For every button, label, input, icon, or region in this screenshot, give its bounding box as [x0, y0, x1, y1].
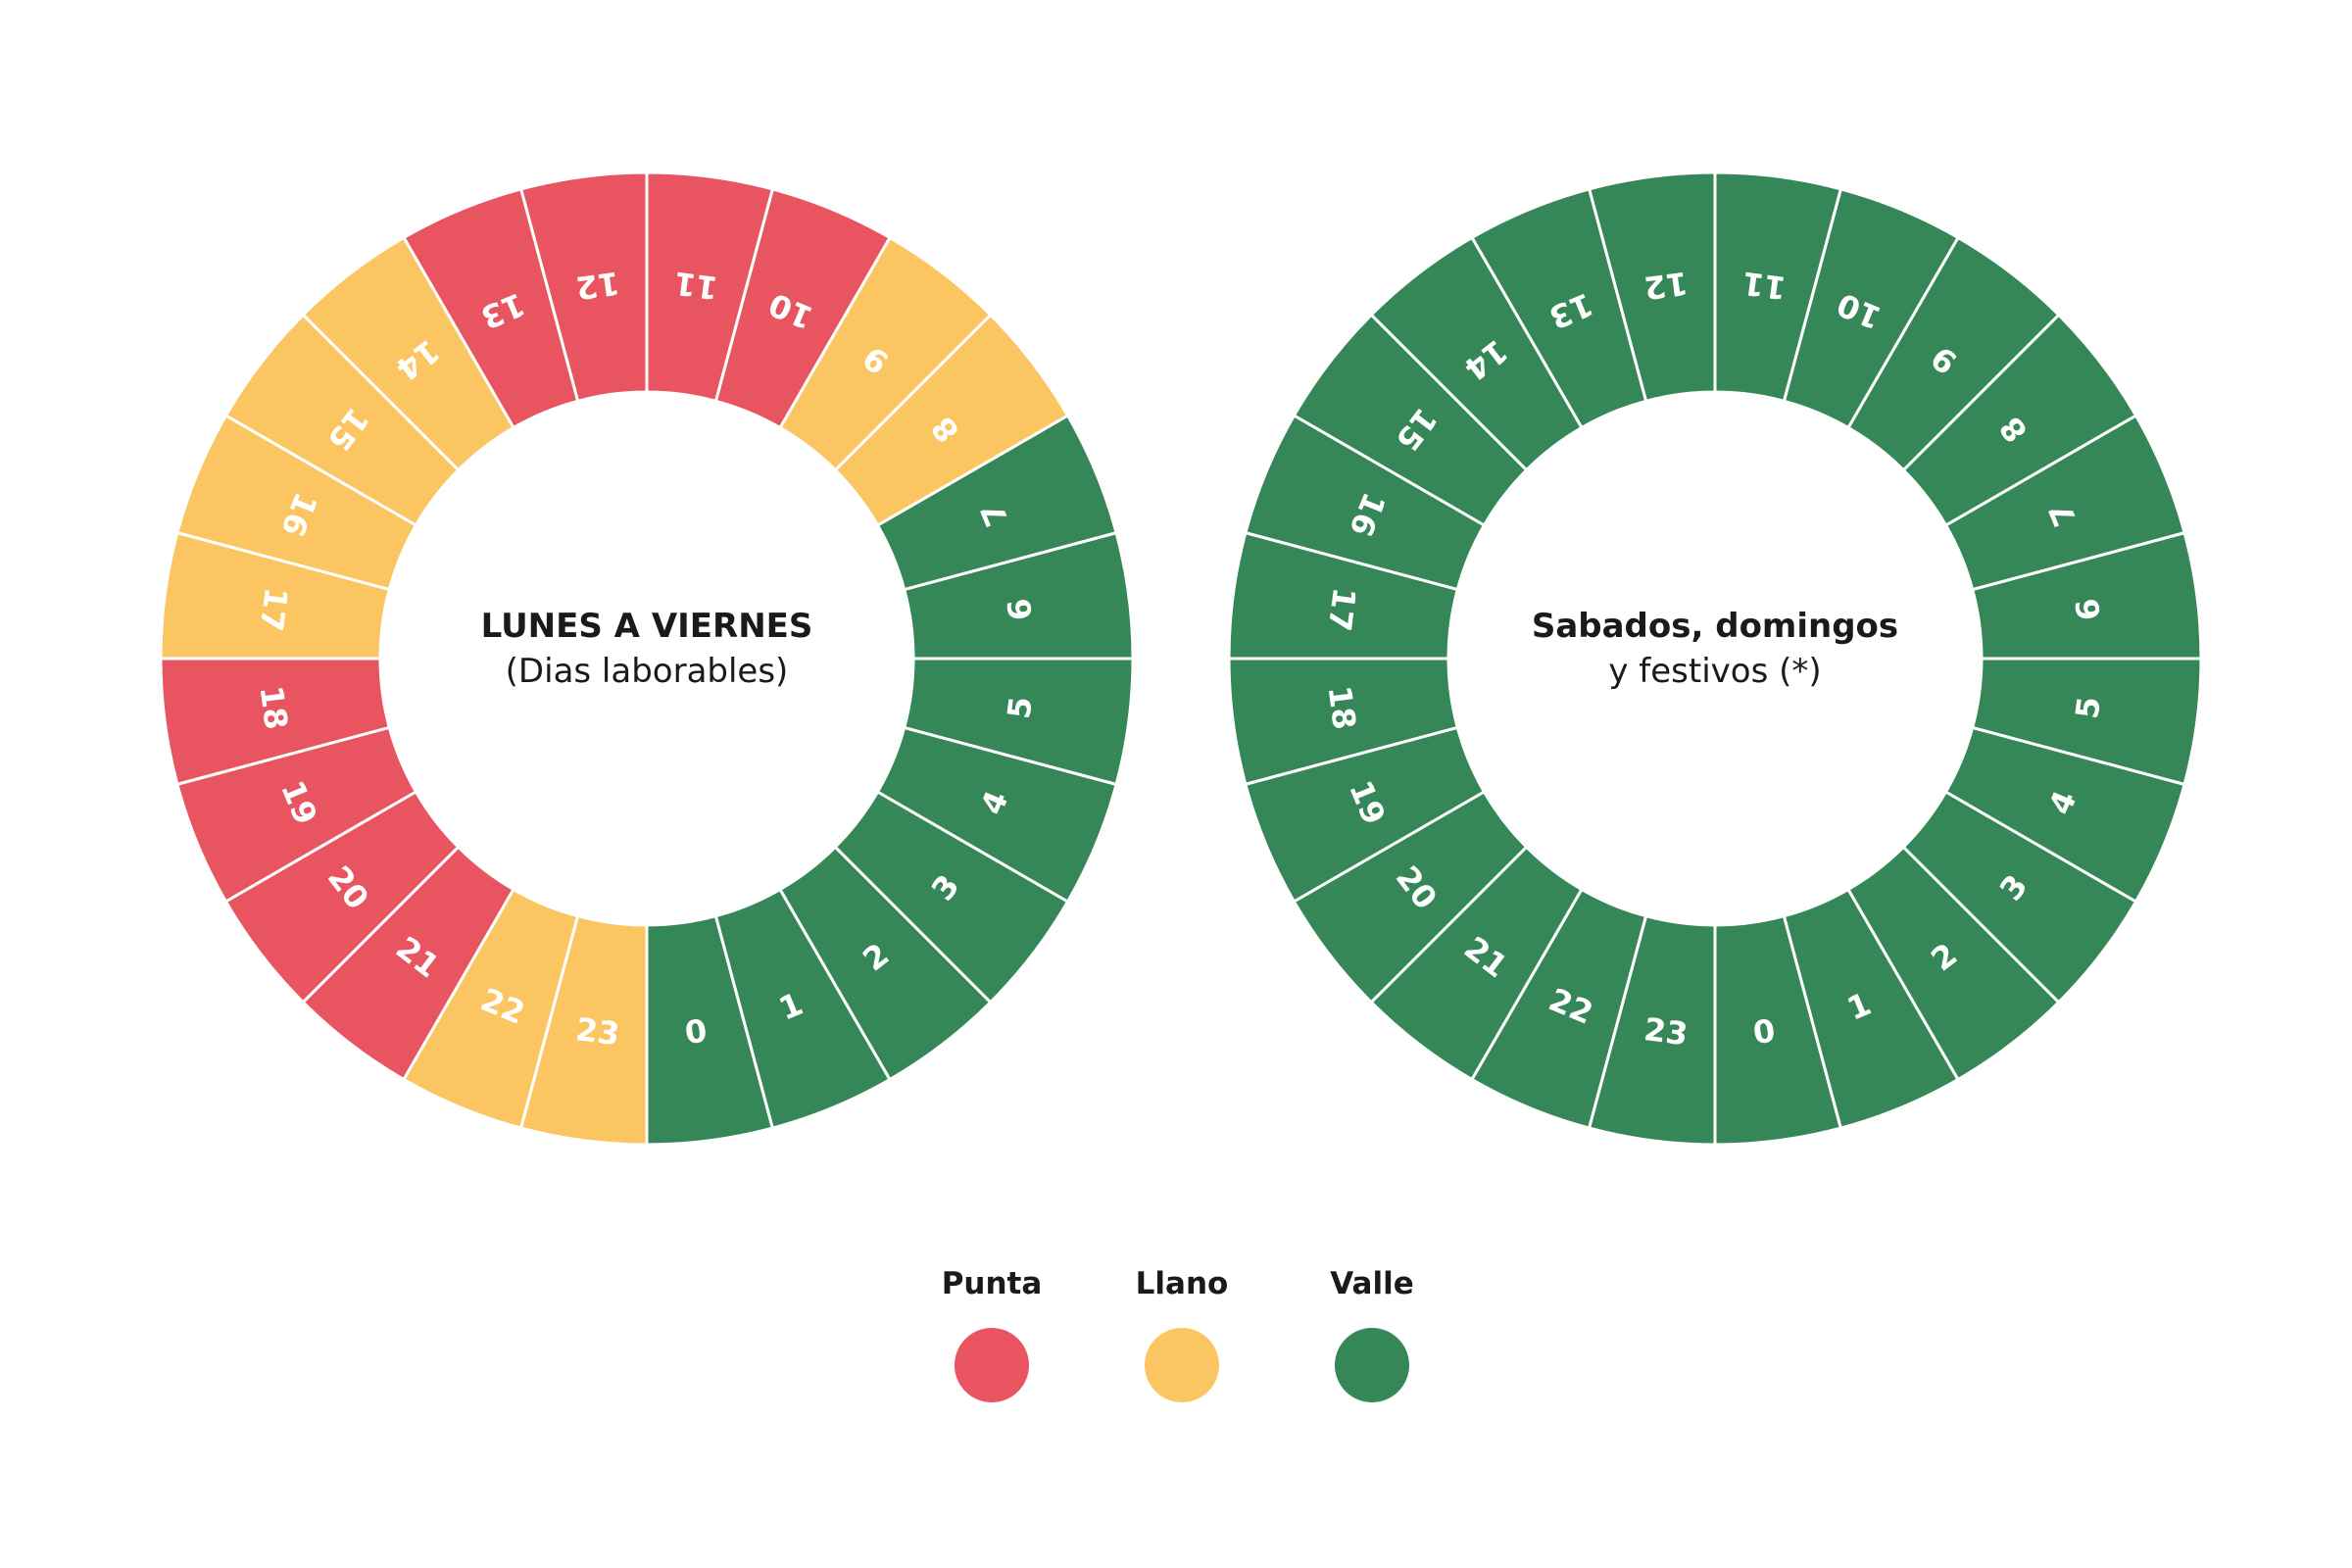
hour-label-18: 18 [1321, 684, 1363, 732]
hour-label-5: 5 [1000, 695, 1040, 721]
legend-item-valle: Valle [1330, 1266, 1414, 1402]
hour-label-17: 17 [253, 585, 295, 633]
hour-label-6: 6 [1000, 596, 1040, 622]
hour-label-0: 0 [1751, 1011, 1778, 1052]
legend-label-llano: Llano [1136, 1266, 1229, 1301]
hour-segment-23 [1587, 913, 1717, 1147]
hour-label-6: 6 [2068, 596, 2108, 622]
weekday-title: LUNES A VIERNES [481, 607, 813, 646]
legend-label-punta: Punta [942, 1266, 1043, 1301]
hour-segment-23 [518, 913, 649, 1147]
hour-label-17: 17 [1321, 585, 1363, 633]
weekend-title: Sabados, domingos [1532, 607, 1898, 646]
hour-label-12: 12 [573, 265, 621, 307]
hour-label-11: 11 [672, 265, 720, 307]
legend-item-punta: Punta [942, 1266, 1043, 1402]
legend-item-llano: Llano [1136, 1266, 1229, 1402]
hour-label-23: 23 [1642, 1010, 1690, 1053]
hour-label-18: 18 [253, 684, 295, 732]
legend: Punta Llano Valle [942, 1266, 1414, 1402]
hour-label-0: 0 [683, 1011, 710, 1052]
legend-swatch-llano [1145, 1328, 1219, 1402]
weekday-subtitle: (Dias laborables) [506, 652, 789, 691]
hour-label-5: 5 [2068, 695, 2108, 721]
legend-swatch-punta [955, 1328, 1029, 1402]
legend-label-valle: Valle [1330, 1266, 1414, 1301]
hour-label-12: 12 [1642, 265, 1690, 307]
hour-label-23: 23 [573, 1010, 621, 1053]
weekend-subtitle: y festivos (*) [1608, 652, 1821, 691]
legend-swatch-valle [1335, 1328, 1409, 1402]
hour-label-11: 11 [1740, 265, 1788, 307]
